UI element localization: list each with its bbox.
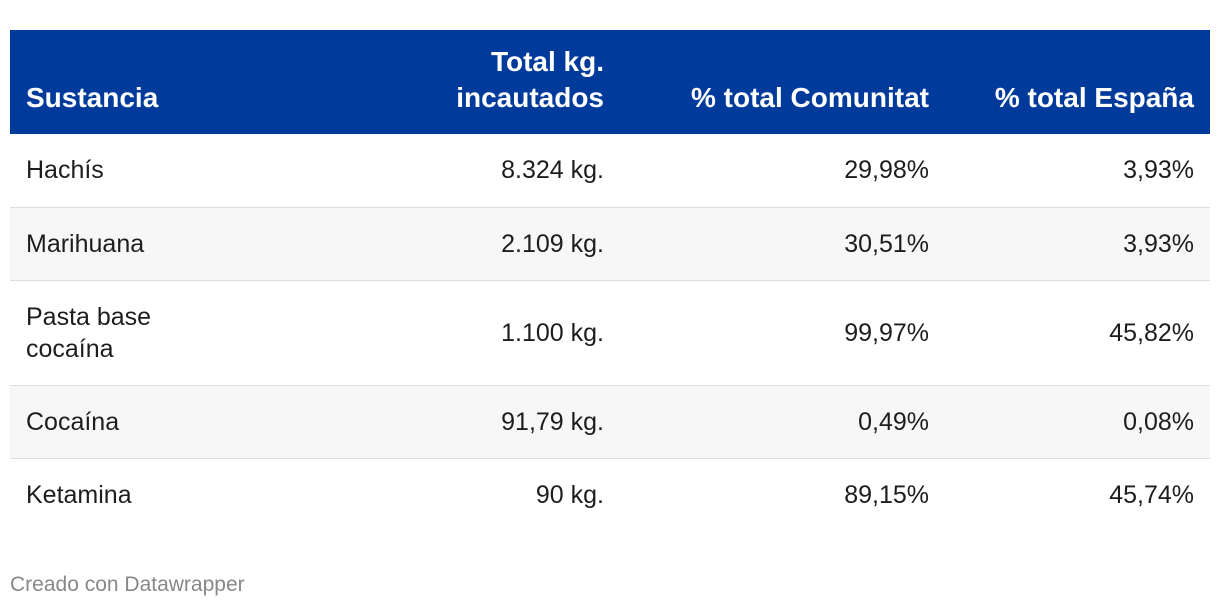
cell-sustancia: Cocaína <box>10 385 320 459</box>
table-row: Hachís 8.324 kg. 29,98% 3,93% <box>10 134 1210 208</box>
cell-total-kg: 1.100 kg. <box>320 280 620 386</box>
cell-pct-espana: 3,93% <box>945 207 1210 281</box>
datawrapper-credit[interactable]: Creado con Datawrapper <box>10 573 245 596</box>
table-row: Cocaína 91,79 kg. 0,49% 0,08% <box>10 385 1210 459</box>
table-row: Pasta base cocaína 1.100 kg. 99,97% 45,8… <box>10 280 1210 386</box>
cell-sustancia-line-2: cocaína <box>26 334 114 363</box>
cell-total-kg: 8.324 kg. <box>320 134 620 208</box>
cell-pct-espana: 45,74% <box>1109 480 1194 509</box>
header-total-kg-line-1: Total kg. <box>490 46 604 77</box>
cell-pct-espana: 0,08% <box>945 385 1210 459</box>
cell-total-kg: 2.109 kg. <box>320 207 620 281</box>
cell-pct-comunitat: 99,97% <box>620 280 945 386</box>
header-pct-espana[interactable]: % total España <box>994 82 1194 113</box>
cell-sustancia: Ketamina <box>26 480 132 509</box>
header-total-kg[interactable]: Total kg. incautados <box>320 30 620 134</box>
data-table: Sustancia Total kg. incautados % total C… <box>10 30 1210 531</box>
cell-pct-comunitat: 29,98% <box>620 134 945 208</box>
cell-sustancia: Pasta base cocaína <box>10 280 320 386</box>
table-row: Ketamina 90 kg. 89,15% 45,74% <box>10 458 1210 531</box>
cell-total-kg: 90 kg. <box>535 480 604 509</box>
cell-total-kg: 91,79 kg. <box>320 385 620 459</box>
cell-sustancia: Hachís <box>10 134 320 208</box>
header-total-kg-line-2: incautados <box>456 82 604 113</box>
cell-pct-comunitat: 30,51% <box>620 207 945 281</box>
cell-pct-comunitat: 0,49% <box>620 385 945 459</box>
table-header-row: Sustancia Total kg. incautados % total C… <box>10 30 1210 134</box>
cell-pct-espana: 45,82% <box>945 280 1210 386</box>
cell-pct-comunitat: 89,15% <box>844 480 929 509</box>
cell-sustancia: Marihuana <box>10 207 320 281</box>
cell-pct-espana: 3,93% <box>945 134 1210 208</box>
header-pct-comunitat[interactable]: % total Comunitat <box>691 82 929 113</box>
table-row: Marihuana 2.109 kg. 30,51% 3,93% <box>10 207 1210 281</box>
data-table-container: Sustancia Total kg. incautados % total C… <box>10 30 1210 531</box>
header-sustancia[interactable]: Sustancia <box>26 82 159 113</box>
cell-sustancia-line-1: Pasta base <box>26 302 152 331</box>
